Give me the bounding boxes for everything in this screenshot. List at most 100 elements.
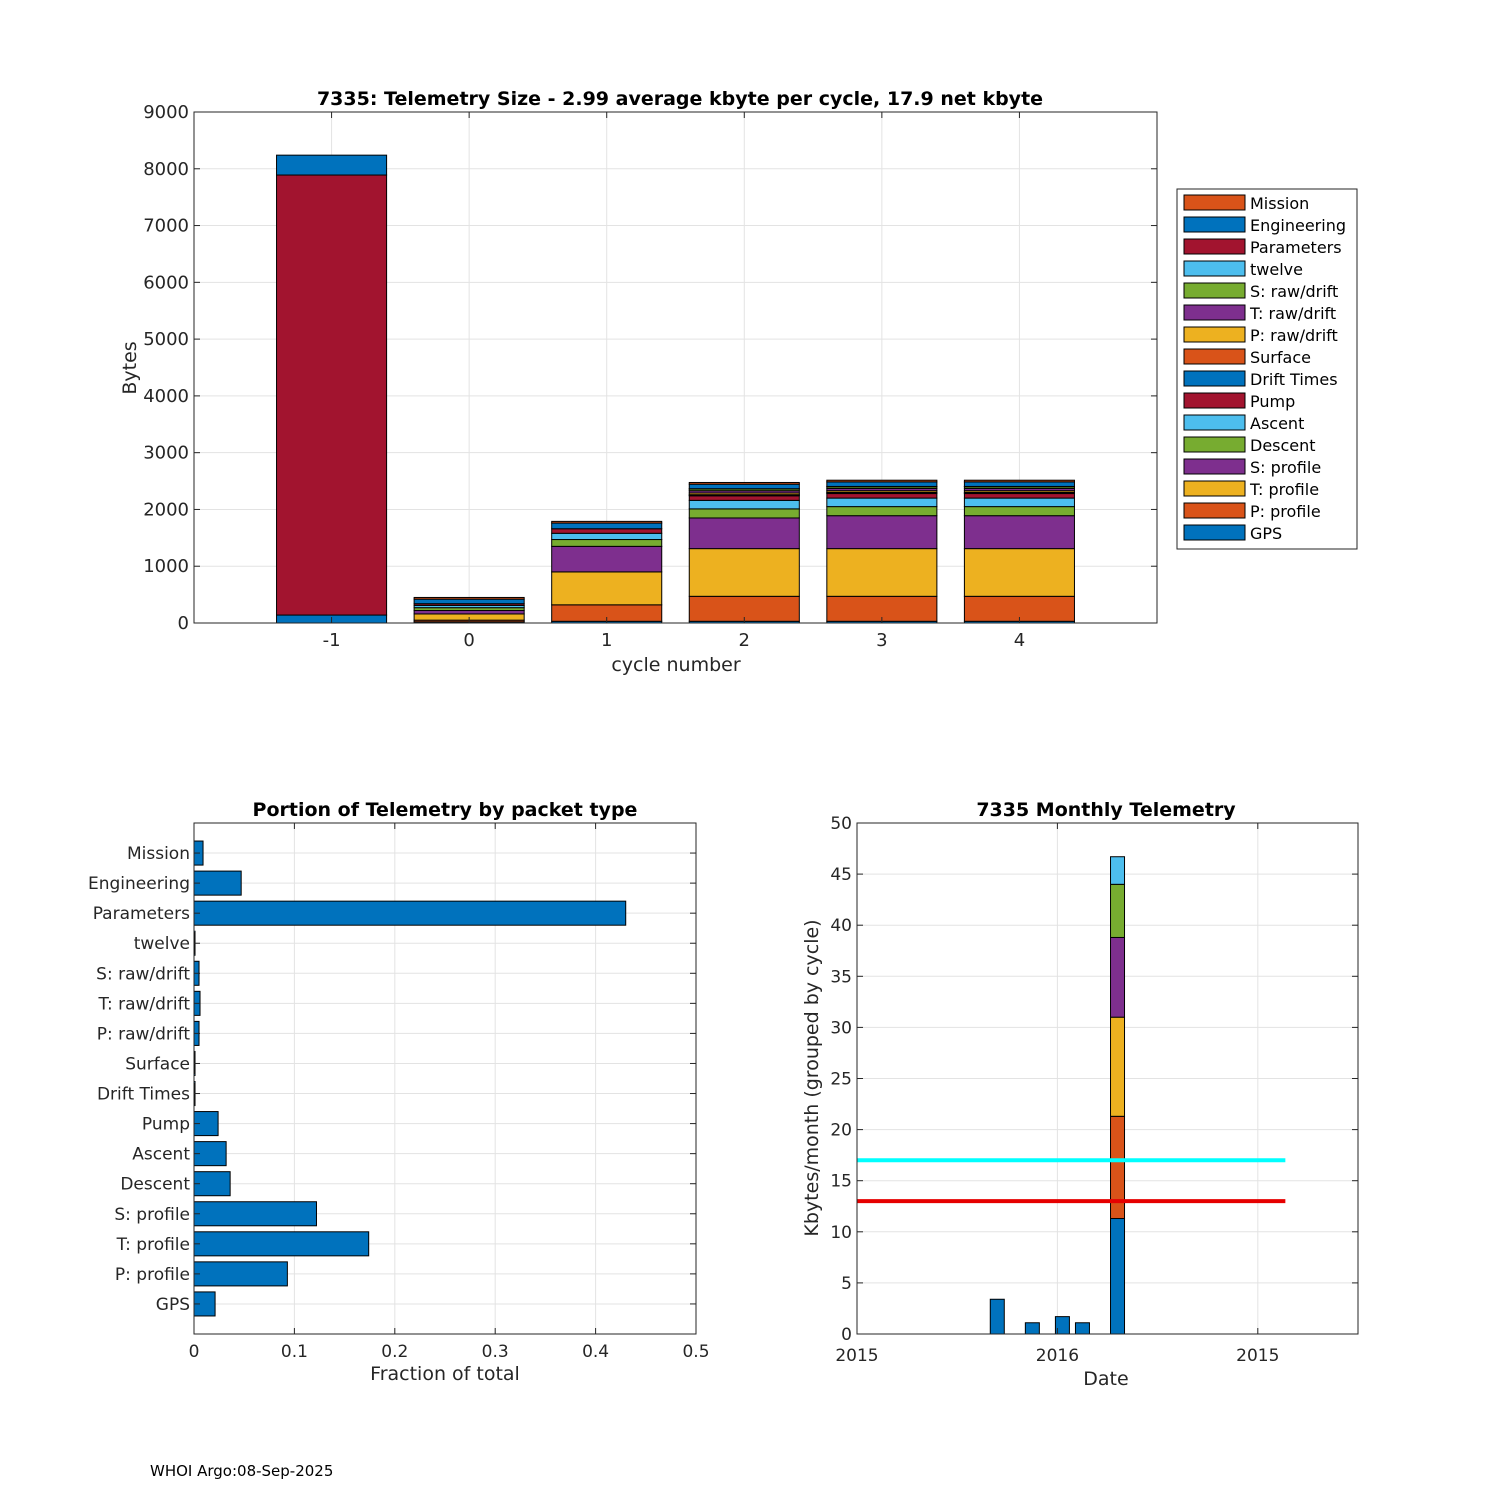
portion-y-tick-label: Descent	[120, 1175, 190, 1195]
bar-segment-t-profile	[963, 548, 1075, 597]
bar-segment-pump	[826, 493, 938, 499]
legend-label-t-raw-drift: T: raw/drift	[1249, 304, 1336, 323]
monthly-stack-segment-descent	[1110, 883, 1126, 938]
top-x-tick-label: 3	[876, 630, 887, 651]
legend-swatch-t-profile	[1183, 480, 1246, 497]
bar-segment-p-profile	[963, 595, 1075, 622]
bar-segment-engineering	[413, 598, 525, 605]
monthly-stack-segment-s-profile	[1110, 936, 1126, 1018]
legend-swatch-twelve	[1183, 260, 1246, 277]
legend-label-drift-times: Drift Times	[1250, 370, 1338, 389]
bar-segment-ascent	[826, 497, 938, 508]
bar-segment-mission	[688, 481, 800, 485]
portion-x-tick-label: 0.4	[582, 1342, 609, 1362]
portion-bars	[193, 840, 627, 1317]
bar-segment-engineering	[826, 481, 938, 487]
bar-segment-pump	[963, 493, 1075, 499]
bar-segment-ascent	[688, 499, 800, 510]
legend-label-parameters: Parameters	[1250, 238, 1342, 257]
legend-label-t-profile: T: profile	[1249, 480, 1319, 499]
portion-x-tick-label: 0.3	[482, 1342, 509, 1362]
legend-swatch-p-raw-drift	[1183, 326, 1246, 343]
legend-label-descent: Descent	[1250, 436, 1316, 455]
portion-axes-box	[193, 822, 697, 1335]
top-y-tick-label: 0	[178, 613, 189, 634]
top-chart-title: 7335: Telemetry Size - 2.99 average kbyt…	[317, 88, 1043, 110]
legend-label-surface: Surface	[1250, 348, 1311, 367]
portion-x-tick-label: 0.2	[381, 1342, 408, 1362]
portion-y-tick-label: S: raw/drift	[96, 964, 190, 984]
monthly-y-tick-label: 30	[830, 1018, 852, 1038]
legend-swatch-parameters	[1183, 238, 1246, 255]
monthly-y-tick-label: 40	[830, 916, 852, 936]
monthly-y-tick-label: 5	[841, 1274, 852, 1294]
legend: Mission Engineering Parameters twelve S: raw…	[1176, 188, 1358, 550]
portion-bar-s-profile	[193, 1201, 317, 1227]
bar-segment-parameters	[276, 174, 388, 616]
monthly-telemetry-chart: 0 5 10 15 20 25 30 35 40 45 50 2015 2016 2015 7335 Mo…	[801, 799, 1359, 1390]
top-y-tick-label: 2000	[143, 499, 189, 520]
portion-bar-t-profile	[193, 1231, 370, 1257]
top-axes: 0 1000 2000 3000 4000 5000 6000 7000 8000 9000 -1 0…	[143, 102, 1158, 651]
legend-swatch-s-profile	[1183, 458, 1246, 475]
portion-axes: 0 0.1 0.2 0.3 0.4 0.5 Mission Engineering Parame…	[88, 822, 710, 1362]
legend-swatch-surface	[1183, 348, 1246, 365]
top-x-tick-label: 4	[1014, 630, 1025, 651]
top-bars	[276, 154, 1075, 624]
bar-segment-descent	[551, 539, 663, 547]
top-y-tick-label: 4000	[143, 386, 189, 407]
bar-segment-s-profile	[826, 515, 938, 550]
legend-label-ascent: Ascent	[1250, 414, 1304, 433]
legend-swatch-mission	[1183, 194, 1246, 211]
legend-label-p-profile: P: profile	[1250, 502, 1321, 521]
portion-bar-engineering	[193, 870, 242, 896]
portion-y-tick-label: twelve	[134, 934, 190, 954]
monthly-y-tick-label: 20	[830, 1121, 852, 1141]
portion-y-tick-label: P: raw/drift	[97, 1024, 191, 1044]
monthly-y-axis-label: Kbytes/month (grouped by cycle)	[801, 919, 823, 1236]
portion-bar-chart: 0 0.1 0.2 0.3 0.4 0.5 Mission Engineering Parame…	[88, 799, 710, 1385]
bar-segment-ascent	[551, 532, 663, 541]
monthly-bar	[1074, 1322, 1090, 1335]
monthly-x-axis-label: Date	[1083, 1368, 1128, 1390]
bar-segment-mission	[963, 479, 1075, 483]
portion-y-tick-label: Pump	[142, 1115, 190, 1135]
legend-label-p-raw-drift: P: raw/drift	[1250, 326, 1338, 345]
monthly-x-tick-label: 2016	[1036, 1346, 1079, 1366]
bar-segment-mission	[413, 596, 525, 600]
bar-segment-s-profile	[963, 515, 1075, 550]
portion-y-tick-label: Surface	[125, 1054, 190, 1074]
top-y-tick-label: 1000	[143, 556, 189, 577]
legend-swatch-descent	[1183, 436, 1246, 453]
monthly-stack-segment-ascent	[1110, 856, 1126, 885]
monthly-y-tick-label: 45	[830, 865, 852, 885]
bar-segment-descent	[963, 506, 1075, 517]
monthly-bar	[1024, 1322, 1040, 1335]
portion-y-tick-label: S: profile	[114, 1205, 190, 1225]
portion-y-tick-label: T: raw/drift	[97, 994, 190, 1014]
legend-label-s-profile: S: profile	[1250, 458, 1321, 477]
top-x-tick-label: 0	[463, 630, 474, 651]
portion-bar-parameters	[193, 900, 627, 926]
top-y-tick-label: 9000	[143, 102, 189, 123]
top-y-tick-label: 8000	[143, 159, 189, 180]
top-x-axis-label: cycle number	[611, 654, 740, 676]
portion-y-tick-label: P: profile	[115, 1265, 190, 1285]
legend-label-pump: Pump	[1250, 392, 1295, 411]
bar-segment-engineering	[551, 522, 663, 530]
monthly-stack-segment-gps	[1110, 1218, 1126, 1335]
monthly-x-tick-label: 2015	[1236, 1346, 1279, 1366]
top-axes-box	[193, 111, 1158, 624]
monthly-bar	[989, 1298, 1005, 1335]
monthly-y-tick-label: 35	[830, 967, 852, 987]
monthly-bars	[989, 856, 1126, 1335]
top-y-axis-label: Bytes	[119, 341, 141, 394]
top-x-tick-label: 1	[601, 630, 612, 651]
bar-segment-t-profile	[688, 548, 800, 597]
monthly-y-tick-label: 15	[830, 1172, 852, 1192]
portion-y-tick-label: Ascent	[132, 1145, 190, 1165]
portion-x-tick-label: 0.1	[281, 1342, 308, 1362]
bar-segment-descent	[688, 508, 800, 519]
monthly-stack-segment-t-profile	[1110, 1016, 1126, 1117]
